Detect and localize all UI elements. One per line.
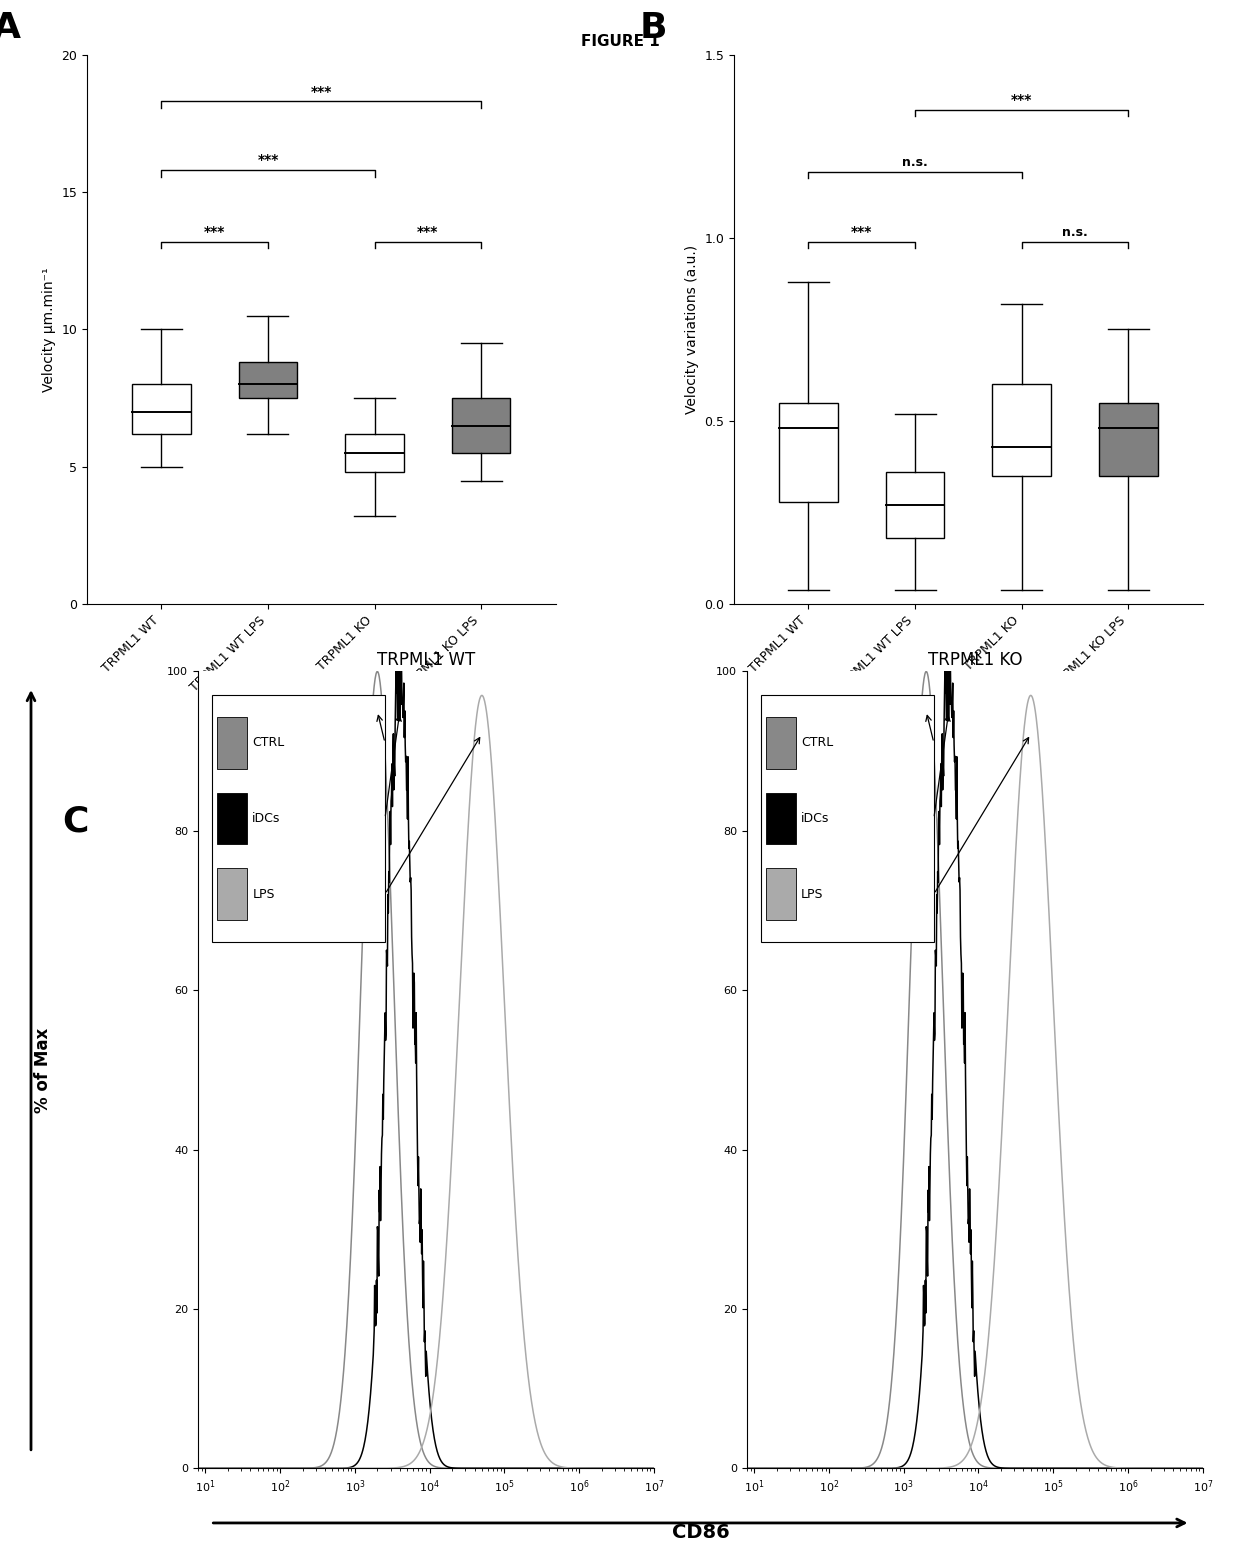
Y-axis label: Velocity variations (a.u.): Velocity variations (a.u.) — [684, 245, 698, 414]
Text: CD86: CD86 — [672, 1523, 729, 1542]
Bar — [885, 472, 945, 539]
Text: iDCs: iDCs — [252, 812, 280, 825]
Y-axis label: Velocity μm.min⁻¹: Velocity μm.min⁻¹ — [42, 267, 56, 392]
Bar — [1099, 403, 1157, 476]
Bar — [451, 398, 511, 453]
FancyBboxPatch shape — [766, 868, 796, 920]
Text: B: B — [640, 11, 667, 45]
Text: ***: *** — [851, 225, 873, 239]
Text: ***: *** — [1011, 92, 1033, 106]
Text: C: C — [62, 804, 88, 839]
Bar — [133, 384, 191, 434]
Text: n.s.: n.s. — [1061, 226, 1087, 239]
FancyBboxPatch shape — [217, 868, 247, 920]
Text: LPS: LPS — [801, 887, 823, 901]
Title: TRPML1 WT: TRPML1 WT — [377, 650, 475, 669]
Bar — [345, 434, 404, 472]
Text: ***: *** — [310, 84, 332, 98]
Bar — [238, 362, 298, 398]
Text: % of Max: % of Max — [35, 1028, 52, 1112]
Text: CTRL: CTRL — [801, 736, 833, 750]
FancyBboxPatch shape — [766, 792, 796, 845]
Title: TRPML1 KO: TRPML1 KO — [928, 650, 1022, 669]
FancyBboxPatch shape — [766, 717, 796, 769]
FancyBboxPatch shape — [760, 695, 934, 942]
FancyBboxPatch shape — [217, 792, 247, 845]
Bar — [992, 384, 1052, 476]
Text: n.s.: n.s. — [903, 156, 928, 169]
FancyBboxPatch shape — [212, 695, 384, 942]
Bar — [779, 403, 838, 501]
Text: iDCs: iDCs — [801, 812, 830, 825]
Text: A: A — [0, 11, 21, 45]
Text: ***: *** — [257, 153, 279, 167]
Text: ***: *** — [417, 225, 439, 239]
Text: LPS: LPS — [252, 887, 275, 901]
FancyBboxPatch shape — [217, 717, 247, 769]
Text: CTRL: CTRL — [252, 736, 284, 750]
Text: FIGURE 1: FIGURE 1 — [580, 34, 660, 50]
Text: ***: *** — [205, 225, 226, 239]
